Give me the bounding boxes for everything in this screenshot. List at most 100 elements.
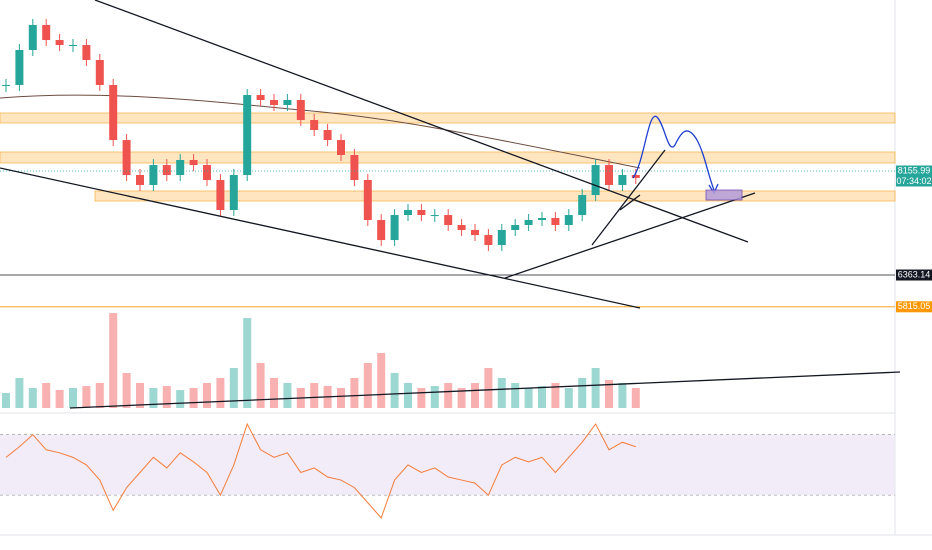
candle — [538, 217, 546, 221]
volume-bar — [564, 388, 573, 408]
candle — [69, 45, 77, 47]
countdown-tag — [896, 176, 932, 187]
volume-bar — [42, 383, 51, 408]
volume-bar — [270, 378, 278, 408]
candle — [377, 220, 386, 241]
candle — [283, 100, 292, 105]
candle — [243, 95, 252, 176]
last-price-label: 8155.99 — [898, 165, 931, 175]
volume-bar — [471, 383, 479, 408]
candle — [149, 165, 158, 185]
volume-bar — [484, 368, 493, 408]
zone — [0, 112, 896, 124]
candle — [591, 165, 600, 196]
volume-bar — [417, 388, 426, 408]
candle — [176, 159, 185, 176]
volume-bar — [82, 386, 91, 408]
candle — [511, 225, 520, 231]
volume-bar — [605, 380, 613, 408]
candle — [122, 140, 131, 176]
volume-bar — [350, 378, 359, 408]
trend-line — [504, 192, 756, 279]
candle — [363, 179, 372, 221]
volume-bar — [122, 373, 131, 408]
candle — [564, 215, 573, 226]
candle — [631, 175, 640, 179]
volume-bar — [404, 383, 412, 408]
volume-bar — [511, 383, 520, 408]
rsi-line — [5, 422, 636, 519]
candle — [256, 95, 265, 101]
volume-bar — [377, 353, 386, 408]
candle — [28, 25, 37, 51]
candle — [471, 230, 479, 235]
volume-bar — [538, 386, 546, 408]
candle — [497, 230, 506, 246]
volume-bar — [524, 388, 533, 408]
candle — [55, 40, 64, 46]
zone — [0, 151, 896, 164]
candle — [618, 175, 627, 185]
rsi-band — [0, 434, 895, 496]
candle — [229, 175, 238, 210]
volume-bar — [2, 393, 10, 408]
volume-bar — [256, 363, 265, 408]
volume-bar — [631, 388, 640, 408]
candle — [524, 220, 533, 226]
volume-bar — [578, 378, 587, 408]
volume-bar — [189, 388, 198, 408]
candle — [296, 100, 305, 121]
candle — [42, 25, 51, 41]
target-box — [705, 189, 743, 201]
volume-bar — [216, 378, 225, 408]
candle — [350, 154, 359, 180]
candle — [484, 234, 493, 246]
candle — [444, 215, 453, 226]
volume-bar — [310, 383, 319, 408]
trend-line — [0, 167, 641, 309]
candle — [605, 165, 613, 185]
candle — [82, 45, 91, 60]
projection-path — [632, 115, 715, 191]
volume-bar — [162, 386, 171, 408]
countdown-label: 07:34:02 — [896, 176, 931, 186]
volume-bar — [337, 388, 345, 408]
volume-bar — [95, 383, 104, 408]
trend-line — [94, 0, 749, 243]
candle — [457, 225, 466, 231]
volume-bar — [591, 368, 600, 408]
candle — [337, 140, 345, 155]
volume-bar — [136, 383, 144, 408]
trend-line — [591, 149, 666, 246]
volume-bar — [149, 388, 158, 408]
volume-bar — [497, 378, 506, 408]
candle — [551, 217, 560, 226]
volume-bar — [55, 390, 64, 408]
candle — [417, 209, 426, 216]
level-label: 5815.05 — [898, 301, 931, 311]
candle — [2, 84, 10, 86]
candle — [15, 50, 24, 85]
level-tag — [896, 301, 932, 313]
level-label: 6363.14 — [898, 269, 931, 279]
volume-bar — [363, 363, 372, 408]
last-price-tag — [896, 165, 932, 177]
volume-bar — [551, 383, 560, 408]
volume-bar — [390, 373, 399, 408]
volume-trend-line — [69, 371, 901, 409]
candle — [203, 165, 211, 180]
candle — [95, 59, 104, 85]
candle — [136, 175, 144, 185]
candle — [390, 215, 399, 241]
volume-bar — [283, 383, 292, 408]
candle — [430, 215, 439, 217]
candle — [310, 120, 319, 130]
candle — [270, 100, 278, 105]
volume-bar — [229, 368, 238, 408]
candle — [109, 84, 118, 141]
level-tag — [896, 269, 932, 281]
volume-bar — [444, 383, 453, 408]
volume-bar — [457, 388, 466, 408]
volume-bar — [69, 388, 77, 408]
